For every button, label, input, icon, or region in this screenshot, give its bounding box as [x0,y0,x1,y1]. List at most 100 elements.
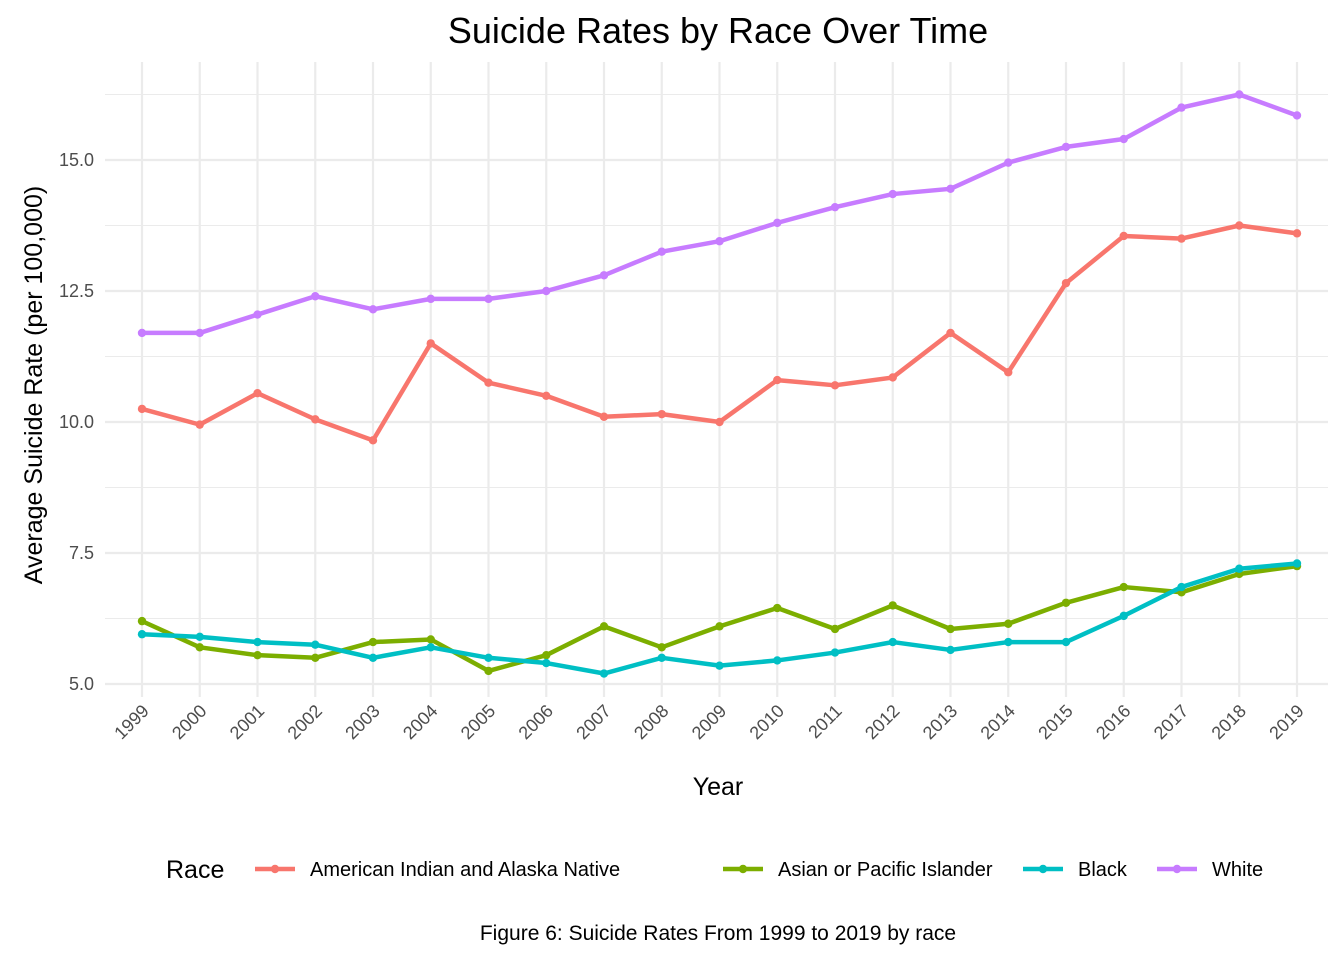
series [137,90,1302,338]
data-point [599,271,609,280]
x-tick-label: 2010 [746,701,788,743]
data-point [888,601,897,610]
legend-item: Asian or Pacific Islander [723,859,993,881]
legend-item: Black [1023,859,1128,881]
data-point [599,412,609,421]
data-point [484,294,493,304]
data-point [599,622,609,631]
legend-item: White [1157,859,1263,881]
data-point [715,622,724,631]
data-point [1119,231,1128,241]
legend-key-point [738,864,748,874]
x-tick-label: 2001 [226,701,268,743]
data-point [426,339,435,348]
grid [105,62,1328,697]
x-tick-label: 2009 [688,701,730,743]
legend-key-point [270,864,280,874]
data-point [542,286,551,296]
data-point [484,378,493,387]
x-tick-label: 2015 [1034,701,1076,743]
data-point [1292,559,1302,568]
data-point [253,650,262,660]
data-point [368,637,378,647]
data-point [542,391,551,400]
data-point [195,420,204,429]
legend: Race American Indian and Alaska Native As… [166,856,1263,884]
legend-label: White [1212,859,1263,881]
legend-label: Asian or Pacific Islander [778,859,993,881]
data-point [484,653,493,662]
series-group [137,90,1302,678]
y-tick-label: 10.0 [59,412,94,432]
data-point [715,417,724,427]
data-point [830,202,840,212]
x-tick-label: 2013 [919,701,961,743]
data-point [1004,619,1013,628]
data-point [1292,111,1302,120]
data-point [888,637,897,647]
data-point [1004,158,1013,167]
x-tick-label: 2017 [1150,701,1192,743]
data-point [542,658,551,668]
data-point [1119,134,1128,144]
data-point [1235,564,1244,573]
legend-key-point [1038,864,1048,874]
data-point [1061,598,1071,607]
data-point [368,436,378,445]
x-tick-label: 2019 [1265,701,1307,743]
data-point [484,666,493,676]
data-point [253,388,262,398]
data-point [1061,637,1071,647]
data-point [195,643,204,652]
data-point [773,603,782,613]
data-point [773,656,782,665]
data-point [426,635,435,644]
data-point [773,375,782,385]
data-point [657,643,666,652]
data-point [253,310,262,319]
chart-title: Suicide Rates by Race Over Time [448,10,988,51]
data-point [1119,611,1128,621]
x-tick-label: 2018 [1208,701,1250,743]
data-point [426,294,435,304]
data-point [657,653,666,662]
data-point [195,632,204,642]
data-point [946,328,955,338]
legend-title: Race [166,856,224,884]
data-point [311,415,320,424]
data-point [657,409,666,419]
data-point [946,184,955,194]
x-tick-label: 1999 [110,701,152,743]
data-point [1004,637,1013,647]
data-point [137,404,147,414]
data-point [137,328,147,338]
x-axis-title: Year [693,773,744,801]
series [137,561,1302,676]
data-point [1235,221,1244,230]
x-tick-label: 2011 [804,701,846,743]
data-point [1119,582,1128,592]
x-tick-label: 2007 [572,701,614,743]
x-tick-label: 2000 [168,701,210,743]
figure-caption: Figure 6: Suicide Rates From 1999 to 201… [480,922,956,945]
data-point [368,305,378,314]
data-point [253,637,262,647]
legend-item: American Indian and Alaska Native [255,859,620,881]
legend-label: Black [1078,859,1128,881]
data-point [1235,90,1244,99]
x-tick-label: 2012 [861,701,903,743]
x-tick-label: 2004 [399,701,441,743]
series [137,559,1302,678]
x-tick-label: 2006 [515,701,557,743]
x-tick-label: 2014 [977,701,1019,743]
legend-label: American Indian and Alaska Native [310,859,620,881]
data-point [542,650,551,660]
data-point [426,643,435,652]
data-point [715,661,724,670]
data-point [1292,229,1302,238]
legend-key-point [1172,864,1182,874]
data-point [368,653,378,662]
x-tick-label: 2002 [284,701,326,743]
data-point [715,237,724,246]
